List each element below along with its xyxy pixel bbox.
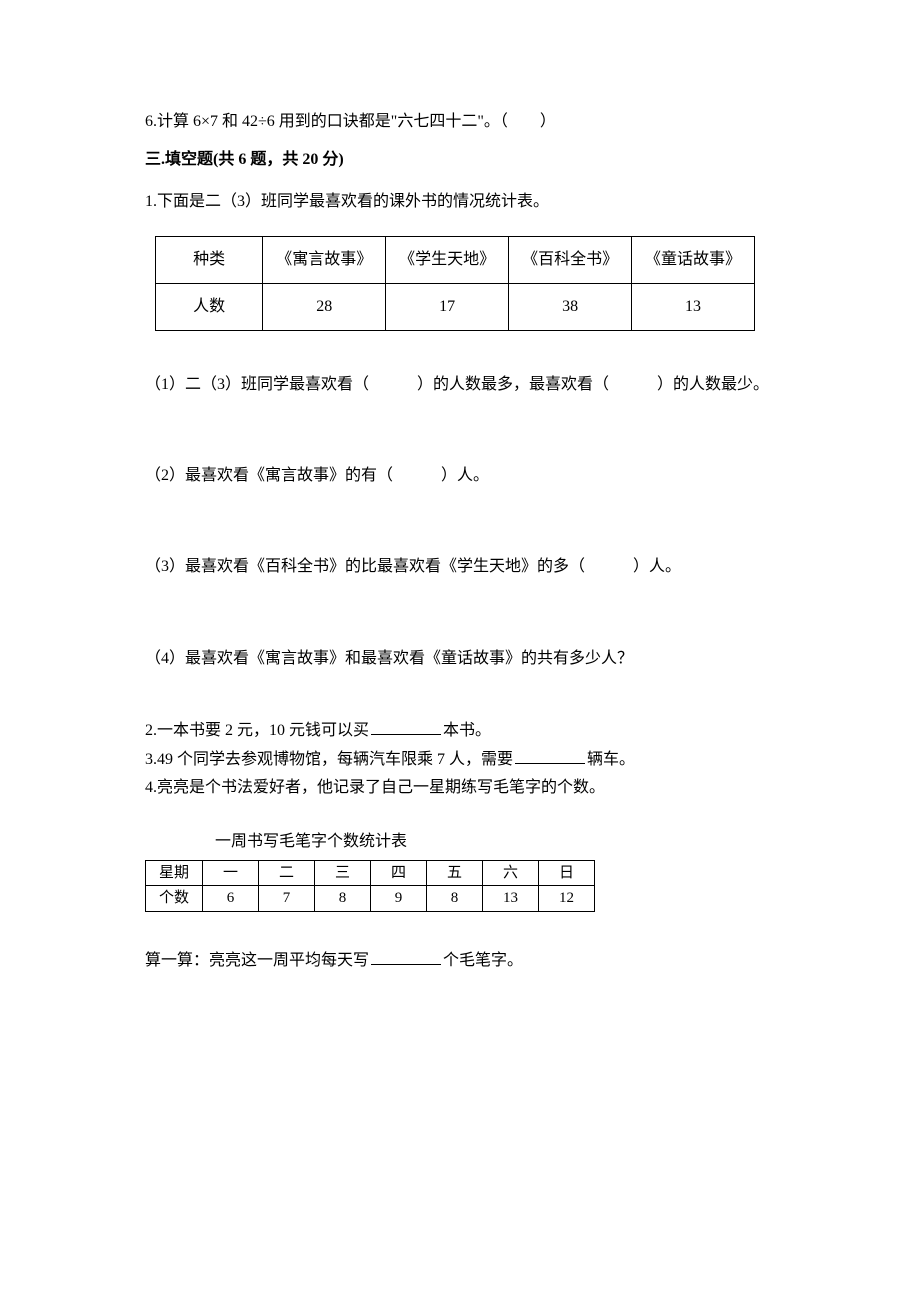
cell-val-1: 6 (203, 886, 259, 912)
cell-book-1: 《寓言故事》 (263, 237, 386, 284)
cell-book-3: 《百科全书》 (509, 237, 632, 284)
cell-val-4: 9 (371, 886, 427, 912)
blank-underline (371, 948, 441, 965)
blank-underline (371, 718, 441, 735)
cell-val-2: 7 (259, 886, 315, 912)
cell-day-7: 日 (539, 860, 595, 886)
cell-weekday-header: 星期 (146, 860, 203, 886)
cell-count-1: 28 (263, 284, 386, 331)
books-table: 种类 《寓言故事》 《学生天地》 《百科全书》 《童话故事》 人数 28 17 … (155, 236, 755, 331)
fill-1-sub-4: （4）最喜欢看《寓言故事》和最喜欢看《童话故事》的共有多少人？ (145, 641, 790, 676)
table-row: 个数 6 7 8 9 8 13 12 (146, 886, 595, 912)
fill-1-sub-1: （1）二（3）班同学最喜欢看（ ）的人数最多，最喜欢看（ ）的人数最少。 (145, 367, 790, 402)
cell-count-3: 38 (509, 284, 632, 331)
fill-1-sub-2: （2）最喜欢看《寓言故事》的有（ ）人。 (145, 458, 790, 493)
table-row: 种类 《寓言故事》 《学生天地》 《百科全书》 《童话故事》 (156, 237, 755, 284)
cell-val-6: 13 (483, 886, 539, 912)
cell-day-4: 四 (371, 860, 427, 886)
cell-day-5: 五 (427, 860, 483, 886)
cell-day-3: 三 (315, 860, 371, 886)
fill-3-pre: 3.49 个同学去参观博物馆，每辆汽车限乘 7 人，需要 (145, 751, 513, 768)
calligraphy-table: 星期 一 二 三 四 五 六 日 个数 6 7 8 9 8 13 12 (145, 860, 595, 912)
calligraphy-title: 一周书写毛笔字个数统计表 (215, 830, 790, 854)
cell-book-4: 《童话故事》 (632, 237, 755, 284)
blank-underline (515, 747, 585, 764)
section-3-header: 三.填空题(共 6 题，共 20 分) (145, 148, 790, 172)
fill-1-sub-3: （3）最喜欢看《百科全书》的比最喜欢看《学生天地》的多（ ）人。 (145, 549, 790, 584)
fill-2-post: 本书。 (443, 722, 491, 739)
fill-3: 3.49 个同学去参观博物馆，每辆汽车限乘 7 人，需要 辆车。 (145, 747, 790, 772)
table-row: 星期 一 二 三 四 五 六 日 (146, 860, 595, 886)
table-row: 人数 28 17 38 13 (156, 284, 755, 331)
cell-day-2: 二 (259, 860, 315, 886)
question-6: 6.计算 6×7 和 42÷6 用到的口诀都是"六七四十二"。（ ） (145, 110, 790, 134)
cell-day-1: 一 (203, 860, 259, 886)
cell-val-3: 8 (315, 886, 371, 912)
cell-day-6: 六 (483, 860, 539, 886)
fill-2: 2.一本书要 2 元，10 元钱可以买 本书。 (145, 718, 790, 743)
cell-book-2: 《学生天地》 (386, 237, 509, 284)
fill-4-calc-post: 个毛笔字。 (443, 952, 523, 969)
fill-4-calc: 算一算：亮亮这一周平均每天写 个毛笔字。 (145, 948, 790, 973)
cell-count-4: 13 (632, 284, 755, 331)
fill-4: 4.亮亮是个书法爱好者，他记录了自己一星期练写毛笔字的个数。 (145, 776, 790, 800)
cell-category-header: 种类 (156, 237, 263, 284)
cell-count-2: 17 (386, 284, 509, 331)
cell-count-header: 人数 (156, 284, 263, 331)
fill-4-calc-pre: 算一算：亮亮这一周平均每天写 (145, 952, 369, 969)
cell-count-header: 个数 (146, 886, 203, 912)
fill-2-pre: 2.一本书要 2 元，10 元钱可以买 (145, 722, 369, 739)
cell-val-7: 12 (539, 886, 595, 912)
cell-val-5: 8 (427, 886, 483, 912)
fill-1-intro: 1.下面是二（3）班同学最喜欢看的课外书的情况统计表。 (145, 190, 790, 214)
fill-3-post: 辆车。 (587, 751, 635, 768)
